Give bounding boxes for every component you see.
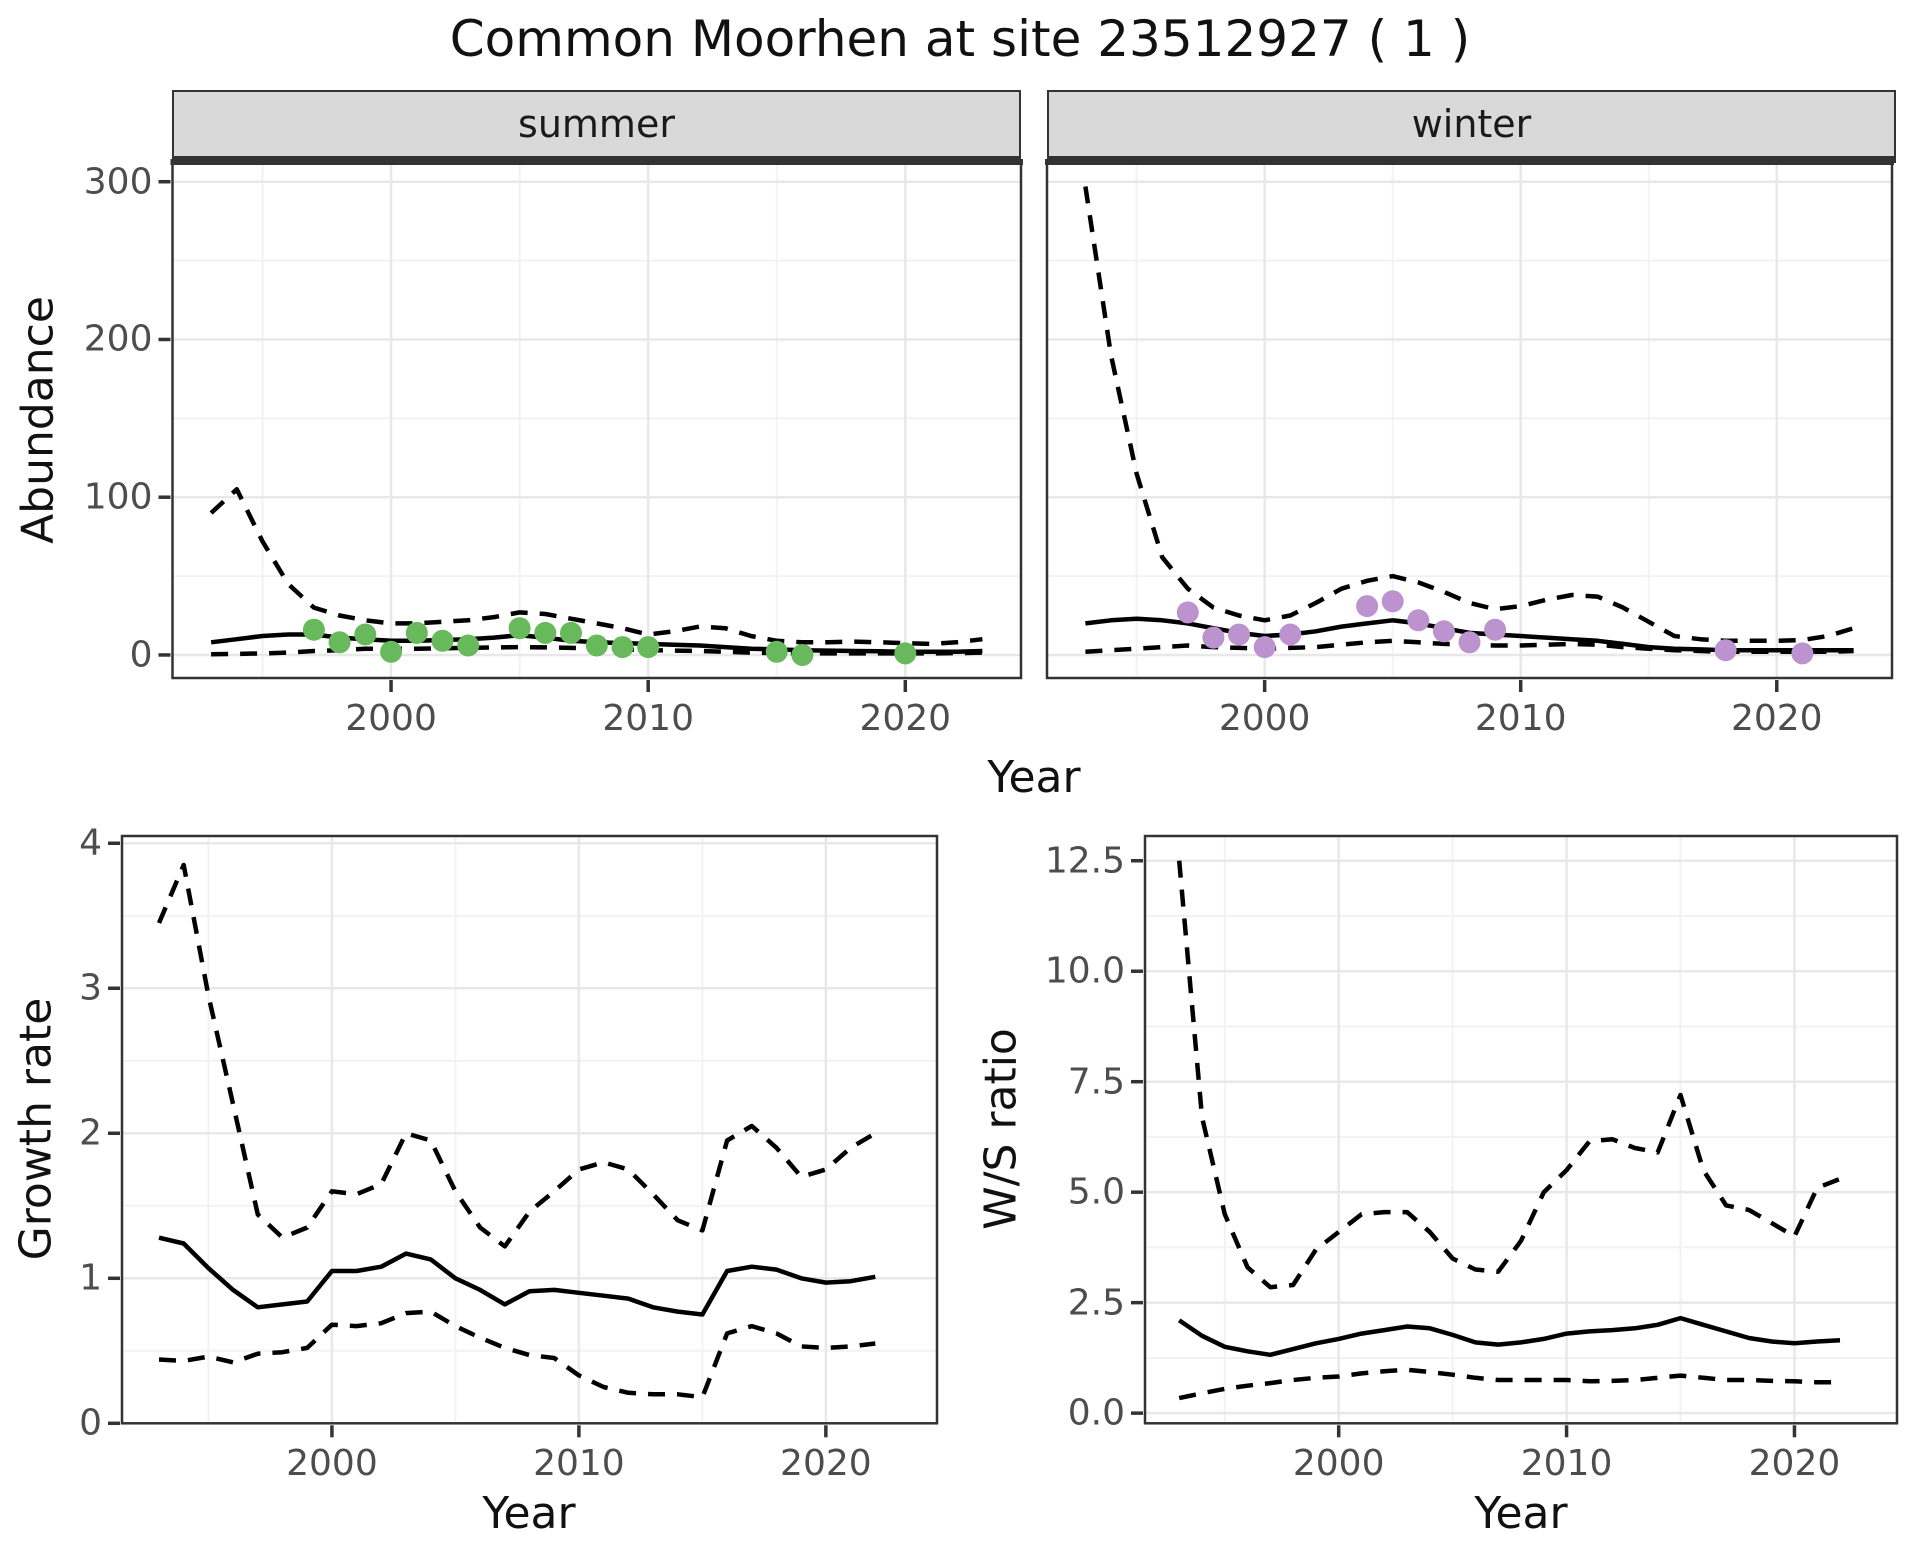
observed-point bbox=[405, 621, 428, 644]
ws-year-axis-title: Year bbox=[1474, 1488, 1568, 1539]
observed-point bbox=[1202, 626, 1225, 649]
facet-strip-winter-label: winter bbox=[1411, 102, 1532, 146]
x-tick-label: 2000 bbox=[286, 1443, 378, 1485]
y-tick-label: 1 bbox=[79, 1257, 102, 1299]
plot-title: Common Moorhen at site 23512927 ( 1 ) bbox=[449, 10, 1471, 68]
x-tick-label: 2010 bbox=[1520, 1443, 1613, 1485]
observed-point bbox=[765, 640, 788, 663]
x-tick-label: 2020 bbox=[859, 698, 952, 739]
y-tick-label: 12.5 bbox=[1044, 840, 1125, 882]
observed-point bbox=[328, 631, 351, 654]
growth-rate-panel bbox=[120, 834, 939, 1425]
y-tick-label: 0 bbox=[79, 1402, 102, 1444]
observed-point bbox=[637, 636, 660, 659]
observed-point bbox=[791, 644, 814, 666]
growth-year-axis-title: Year bbox=[482, 1488, 576, 1539]
x-tick-label: 2010 bbox=[533, 1443, 625, 1485]
observed-point bbox=[1356, 595, 1379, 618]
observed-point bbox=[1253, 636, 1276, 659]
top-year-axis-title: Year bbox=[987, 752, 1081, 803]
y-tick-label: 100 bbox=[83, 476, 153, 518]
observed-point bbox=[1381, 590, 1404, 613]
observed-point bbox=[1279, 623, 1302, 646]
observed-point bbox=[534, 621, 557, 644]
y-tick-label: 200 bbox=[83, 318, 153, 360]
observed-point bbox=[457, 634, 480, 657]
y-tick-label: 2 bbox=[79, 1112, 102, 1154]
observed-point bbox=[1714, 639, 1737, 662]
fit-line bbox=[158, 1235, 876, 1317]
observed-point bbox=[1176, 601, 1199, 624]
y-tick-label: 2.5 bbox=[1067, 1282, 1125, 1324]
x-tick-label: 2000 bbox=[1218, 698, 1311, 739]
observed-point bbox=[508, 617, 531, 640]
x-tick-label: 2000 bbox=[1292, 1443, 1385, 1485]
observed-point bbox=[302, 618, 325, 641]
facet-strip-winter: winter bbox=[1047, 90, 1896, 163]
facet-strip-summer-label: summer bbox=[518, 102, 675, 146]
observed-point bbox=[894, 642, 917, 665]
fit-line bbox=[1177, 1315, 1841, 1358]
upper-ci-line bbox=[1083, 186, 1855, 644]
y-tick-label: 0.0 bbox=[1067, 1392, 1125, 1434]
observed-point bbox=[560, 621, 582, 644]
upper-ci-line bbox=[1176, 860, 1841, 1290]
x-tick-label: 2010 bbox=[1474, 698, 1567, 739]
upper-ci-line bbox=[156, 862, 877, 1249]
x-tick-label: 2000 bbox=[345, 698, 437, 739]
x-tick-label: 2020 bbox=[1730, 698, 1823, 739]
observed-point bbox=[1407, 609, 1430, 632]
y-tick-label: 10.0 bbox=[1044, 950, 1125, 992]
observed-point bbox=[354, 623, 377, 646]
observed-point bbox=[1432, 620, 1455, 643]
y-tick-label: 5.0 bbox=[1067, 1171, 1125, 1213]
y-tick-label: 4 bbox=[79, 822, 102, 864]
y-tick-label: 0 bbox=[129, 634, 153, 676]
ws-ratio-panel bbox=[1143, 834, 1899, 1425]
observed-point bbox=[431, 629, 454, 652]
x-tick-label: 2010 bbox=[602, 698, 694, 739]
x-tick-label: 2020 bbox=[780, 1443, 872, 1485]
y-tick-label: 3 bbox=[79, 967, 102, 1009]
y-tick-label: 300 bbox=[83, 161, 153, 203]
summer-panel bbox=[171, 160, 1023, 680]
upper-ci-line bbox=[209, 487, 983, 647]
y-tick-label: 7.5 bbox=[1067, 1061, 1125, 1103]
lower-ci-line bbox=[158, 1309, 876, 1400]
observed-point bbox=[1791, 642, 1814, 665]
observed-point bbox=[380, 640, 403, 663]
x-tick-label: 2020 bbox=[1748, 1443, 1841, 1485]
winter-panel bbox=[1045, 160, 1894, 680]
observed-point bbox=[611, 636, 634, 659]
observed-point bbox=[585, 634, 608, 657]
observed-point bbox=[1484, 618, 1507, 641]
lower-ci-line bbox=[1178, 1367, 1840, 1401]
facet-strip-summer: summer bbox=[172, 90, 1021, 163]
observed-point bbox=[1458, 631, 1481, 654]
observed-point bbox=[1228, 623, 1250, 646]
